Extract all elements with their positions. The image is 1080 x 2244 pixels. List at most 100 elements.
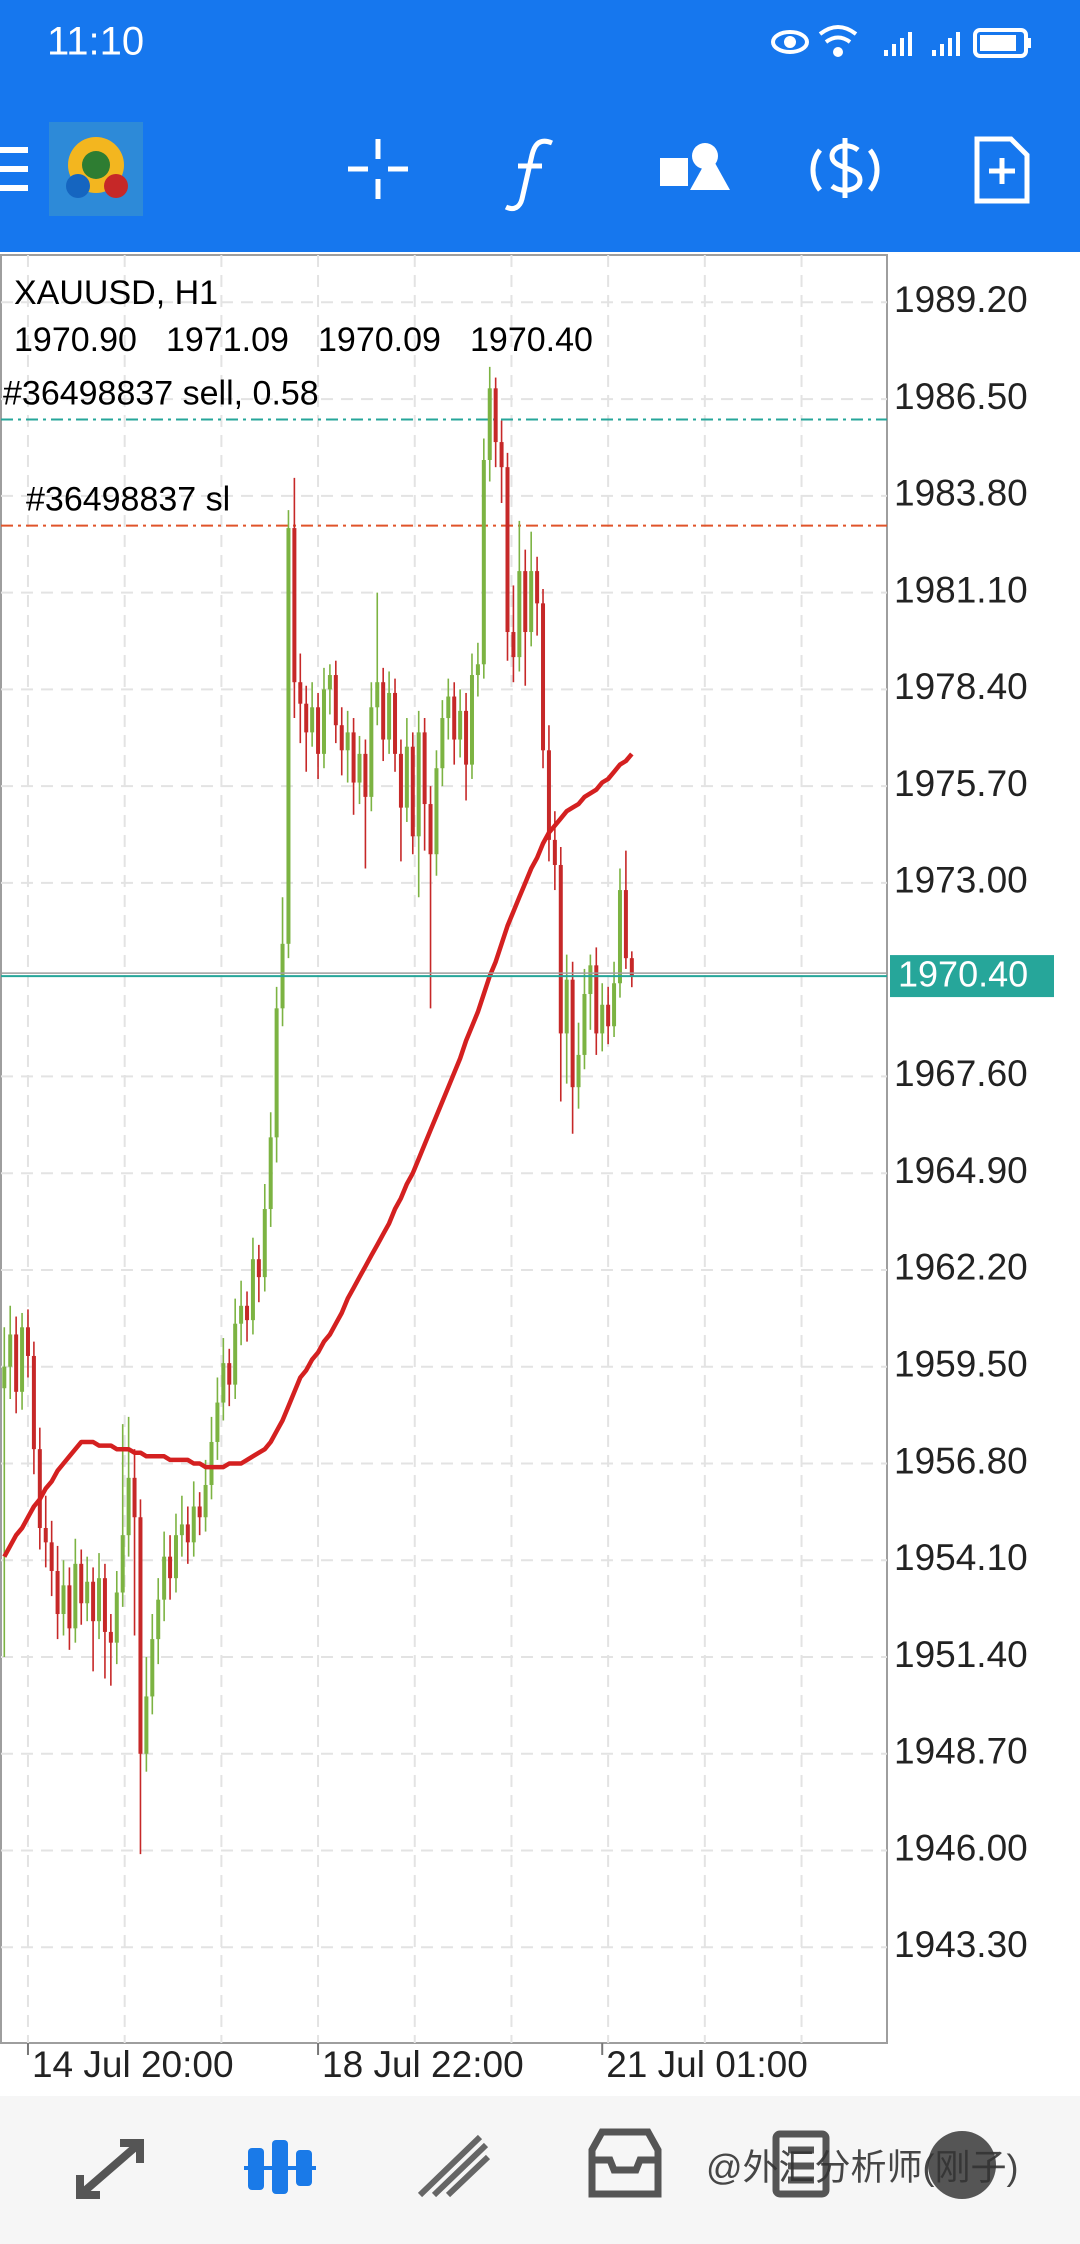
candle-body (558, 864, 563, 1034)
x-tick-label: 18 Jul 22:00 (322, 2044, 524, 2085)
candle-body (114, 1592, 119, 1643)
candle-body (440, 718, 445, 769)
candle-body (8, 1334, 13, 1367)
candle-body (381, 682, 386, 740)
candle-body (215, 1402, 220, 1442)
candle-body (256, 1259, 261, 1278)
candle-body (316, 707, 321, 754)
candle-body (523, 571, 528, 633)
candle-body (493, 388, 498, 443)
y-tick-label: 1983.80 (894, 473, 1028, 514)
y-tick-label: 1946.00 (894, 1827, 1028, 1868)
candle-body (375, 682, 380, 708)
candle-body (452, 696, 457, 740)
candle-body (564, 979, 569, 1034)
candle-body (144, 1696, 149, 1754)
trade-tab[interactable] (417, 2134, 491, 2198)
candle-body (250, 1259, 255, 1321)
candle-body (79, 1563, 84, 1604)
candle-body (227, 1363, 232, 1385)
candle-body (262, 1209, 267, 1278)
y-tick-label: 1981.10 (894, 569, 1028, 610)
candle-body (422, 732, 427, 805)
plot (1, 366, 887, 1855)
candle-body (138, 1517, 143, 1754)
candle-body (274, 1008, 279, 1138)
menu-button[interactable] (0, 147, 28, 191)
candle-body (481, 459, 486, 665)
y-tick-label: 1962.20 (894, 1247, 1028, 1288)
candle-body (185, 1524, 190, 1543)
candle-body (416, 732, 421, 837)
y-tick-label: 1951.40 (894, 1634, 1028, 1675)
y-tick-label: 1967.60 (894, 1053, 1028, 1094)
candle-body (43, 1527, 48, 1543)
candle-body (576, 1054, 581, 1088)
crosshair-button[interactable] (348, 139, 408, 199)
candle-body (179, 1524, 184, 1536)
candle-body (268, 1137, 273, 1210)
candle-body (552, 839, 557, 865)
candle-body (168, 1556, 173, 1579)
chart-tab[interactable] (244, 2140, 316, 2194)
y-tick-label: 1975.70 (894, 763, 1028, 804)
candle-body (458, 710, 463, 740)
candle-body (487, 388, 492, 460)
candle-body (505, 467, 510, 633)
bottom-nav (0, 2096, 1080, 2244)
candle-body (446, 696, 451, 719)
candle-body (85, 1581, 90, 1604)
trade-button[interactable] (810, 138, 880, 198)
candle-body (333, 675, 338, 726)
candle-body (102, 1578, 107, 1632)
objects-button[interactable] (660, 143, 730, 190)
candle-body (2, 1366, 7, 1389)
ohlc-quote: 1970.90 (14, 321, 137, 359)
chart-title: XAUUSD, H1 (14, 274, 218, 312)
candle-body (310, 707, 315, 733)
candle-body (233, 1323, 238, 1385)
indicators-button[interactable] (504, 138, 553, 212)
ohlc-quote: 1970.40 (470, 321, 593, 359)
candle-body (410, 746, 415, 837)
new-order-button[interactable] (974, 136, 1030, 204)
y-tick-label: 1989.20 (894, 279, 1028, 320)
y-tick-label: 1954.10 (894, 1537, 1028, 1578)
watermark: @外汇分析师(刚子) (706, 2147, 1019, 2188)
order-level-label: #36498837 sl (26, 481, 230, 519)
candle-body (600, 1004, 605, 1034)
candle-body (393, 692, 398, 754)
bottom-nav-icons: @外汇分析师(刚子) (76, 2128, 1019, 2199)
candle-body (499, 442, 504, 468)
candle-body (387, 692, 392, 740)
candle-body (25, 1327, 30, 1356)
candle-body (55, 1571, 60, 1615)
y-tick-label: 1943.30 (894, 1924, 1028, 1965)
candle-body (588, 965, 593, 994)
candle-body (398, 753, 403, 808)
candle-body (292, 528, 297, 683)
history-tab[interactable] (588, 2128, 662, 2198)
candle-body (37, 1449, 42, 1528)
y-tick-label: 1964.90 (894, 1150, 1028, 1191)
x-tick-label: 21 Jul 01:00 (606, 2044, 808, 2085)
candle-body (511, 632, 516, 658)
toolbar (0, 122, 1030, 216)
settings-tab[interactable] (928, 2131, 996, 2199)
candle-body (245, 1305, 250, 1321)
news-tab[interactable] (772, 2130, 830, 2198)
candle-body (298, 682, 303, 704)
candle-body (546, 750, 551, 840)
status-icons (771, 25, 1031, 58)
candle-body (428, 804, 433, 855)
plot-area (0, 254, 888, 2044)
candle-body (197, 1506, 202, 1518)
candle-body (475, 664, 480, 676)
candle-body (150, 1639, 155, 1697)
candle-body (357, 753, 362, 783)
quotes-tab[interactable] (76, 2139, 144, 2199)
candle-body (594, 965, 599, 1034)
candle-body (61, 1585, 66, 1615)
